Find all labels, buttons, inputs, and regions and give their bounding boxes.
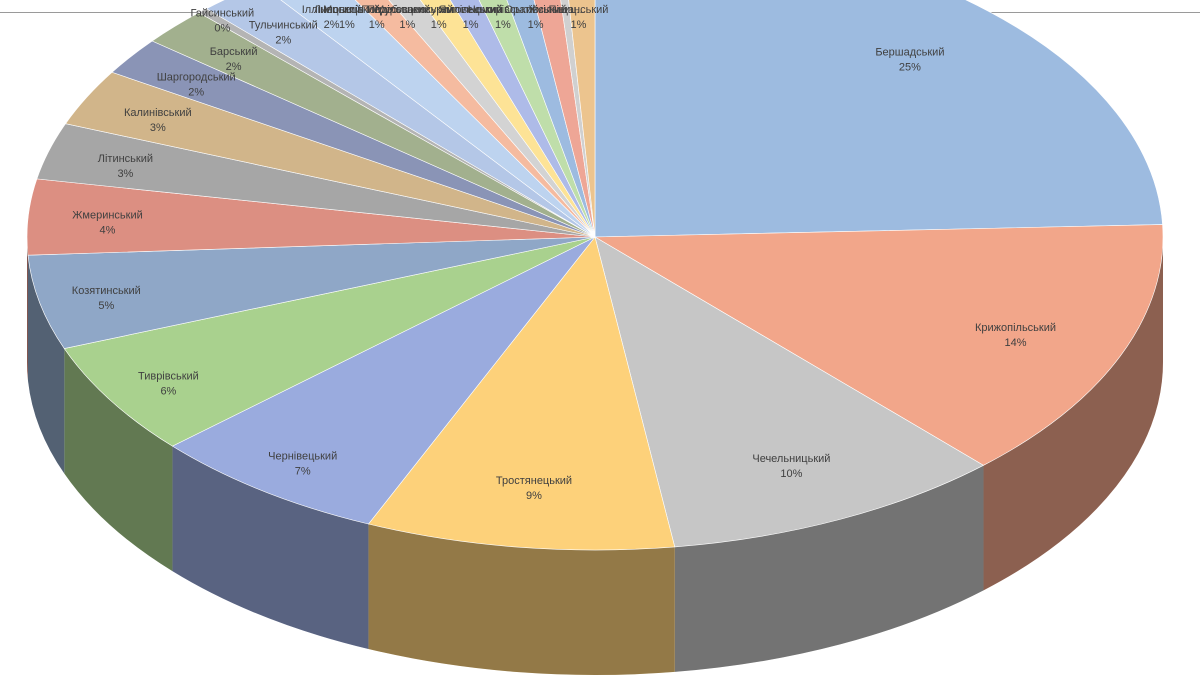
slice-барський-label: Барський bbox=[210, 46, 258, 58]
slice-мурованокуриловецький[interactable] bbox=[414, 0, 596, 238]
slice-оратівський[interactable] bbox=[515, 0, 596, 238]
slice-барський-value-label: 2% bbox=[226, 61, 242, 73]
slice-іллінецький-value-label: 2% bbox=[324, 19, 340, 31]
slice-тиврівський-side-face bbox=[64, 348, 173, 572]
slice-бершадський-value-label: 25% bbox=[899, 62, 921, 74]
slice-піщанський-label: Піщанський bbox=[549, 4, 609, 16]
slice-оратівський-value-label: 1% bbox=[528, 19, 544, 31]
slice-могилів-подільський-value-label: 1% bbox=[369, 19, 385, 31]
slice-оратівський-label: Оратівський bbox=[505, 4, 567, 16]
slice-калинівський-value-label: 3% bbox=[150, 122, 166, 134]
slice-жмеринський-label: Жмеринський bbox=[72, 210, 143, 222]
slice-козятинський-label: Козятинський bbox=[72, 285, 141, 297]
slice-тиврівський-side-shade bbox=[64, 348, 173, 572]
slice-козятинський-side-face bbox=[27, 255, 65, 474]
slice-тиврівський-value-label: 6% bbox=[160, 386, 176, 398]
slice-крижопільський[interactable] bbox=[593, 224, 1164, 466]
slice-чечельницький-side-shade bbox=[674, 465, 984, 672]
slice-чечельницький-side-face bbox=[674, 465, 984, 672]
slice-тульчинський[interactable] bbox=[205, 0, 596, 238]
slice-чернівецький[interactable] bbox=[171, 236, 596, 525]
slice-чечельницький-side bbox=[674, 465, 984, 672]
slice-погребищенський-label: Погребищенський bbox=[361, 4, 453, 16]
slice-погребищенський-value-label: 1% bbox=[399, 19, 415, 31]
slice-тульчинський-value-label: 2% bbox=[275, 35, 291, 47]
slice-крижопільський-side-face bbox=[983, 237, 1163, 591]
slice-літинський-label: Літинський bbox=[98, 153, 153, 165]
slice-чернівецький-side-shade bbox=[172, 446, 369, 650]
slice-хмільниц-label: Хмільниц... bbox=[528, 4, 585, 16]
slice-немирівський-value-label: 1% bbox=[495, 19, 511, 31]
slice-чернівецький-side-face bbox=[172, 446, 369, 650]
pie-labels-layer: Бершадський 25% Крижопільський 14% Чечельниц… bbox=[72, 4, 1056, 502]
slice-калинівський-label: Калинівський bbox=[124, 107, 192, 119]
pie-top-layer bbox=[26, 0, 1164, 551]
slice-шаргородський-value-label: 2% bbox=[188, 87, 204, 99]
slice-крижопільський-label: Крижопільський bbox=[975, 322, 1056, 334]
slice-чечельницький[interactable] bbox=[594, 236, 985, 548]
slice-чечельницький-value-label: 10% bbox=[780, 468, 802, 480]
pie-sides-layer bbox=[27, 237, 1163, 675]
slice-жмеринський-side-face bbox=[27, 237, 28, 381]
slice-тиврівський[interactable] bbox=[63, 236, 596, 447]
slice-чернівецький-side bbox=[172, 446, 369, 650]
slice-козятинський-value-label: 5% bbox=[98, 300, 114, 312]
slice-гайсинський-value-label: 0% bbox=[214, 22, 230, 34]
slice-бершадський-label: Бершадський bbox=[875, 47, 944, 59]
slice-тростянецький-side-face bbox=[368, 524, 675, 675]
slice-козятинський[interactable] bbox=[27, 236, 596, 349]
slice-липовецький[interactable] bbox=[319, 0, 596, 238]
slice-крижопільський-side bbox=[983, 237, 1163, 591]
slice-гайсинський-label: Гайсинський bbox=[190, 7, 254, 19]
slice-чернівецький-label: Чернівецький bbox=[268, 450, 337, 462]
slice-жмеринський-side bbox=[27, 237, 28, 381]
slice-тростянецький-side-shade bbox=[368, 524, 675, 675]
slice-ямпільський[interactable] bbox=[447, 0, 596, 238]
slice-могилів-подільський-label: Могилів-Подільський bbox=[323, 4, 430, 16]
slice-тиврівський-label: Тиврівський bbox=[138, 371, 199, 383]
slice-піщанський-value-label: 1% bbox=[571, 19, 587, 31]
slice-липовецький-value-label: 1% bbox=[339, 19, 355, 31]
slice-тульчинський-label: Тульчинський bbox=[249, 20, 318, 32]
slice-шаргородський-label: Шаргородський bbox=[157, 72, 236, 84]
slice-козятинський-side-shade bbox=[27, 255, 65, 474]
slice-тростянецький-value-label: 9% bbox=[526, 490, 542, 502]
slice-тростянецький-label: Тростянецький bbox=[496, 475, 572, 487]
slice-іллінецький-label: Іллінецький bbox=[302, 4, 362, 16]
slice-жмеринський-value-label: 4% bbox=[100, 225, 116, 237]
slice-літинський-value-label: 3% bbox=[117, 168, 133, 180]
slice-ямпільський-value-label: 1% bbox=[463, 19, 479, 31]
slice-тростянецький[interactable] bbox=[367, 236, 676, 551]
slice-тростянецький-side bbox=[368, 524, 675, 675]
slice-мурованокуриловецький-value-label: 1% bbox=[431, 19, 447, 31]
slice-крижопільський-side-shade bbox=[983, 237, 1163, 591]
slice-чечельницький-label: Чечельницький bbox=[752, 453, 830, 465]
slice-мурованокуриловецький-label: Мурованокуриловецький bbox=[375, 4, 502, 16]
slice-липовецький-label: Липовецький bbox=[314, 4, 380, 16]
slice-крижопільський-value-label: 14% bbox=[1004, 337, 1026, 349]
slice-бершадський[interactable] bbox=[594, 0, 1163, 238]
slice-піщанський[interactable] bbox=[560, 0, 596, 238]
slice-немирівський-label: Немирівський bbox=[468, 4, 538, 16]
slice-жмеринський-side-shade bbox=[27, 237, 28, 381]
slice-могилів-подільський[interactable] bbox=[349, 0, 596, 238]
slice-ямпільський-label: Ямпільський bbox=[438, 4, 502, 16]
slice-козятинський-side bbox=[27, 255, 65, 474]
slice-чернівецький-value-label: 7% bbox=[295, 465, 311, 477]
slice-тиврівський-side bbox=[64, 348, 173, 572]
